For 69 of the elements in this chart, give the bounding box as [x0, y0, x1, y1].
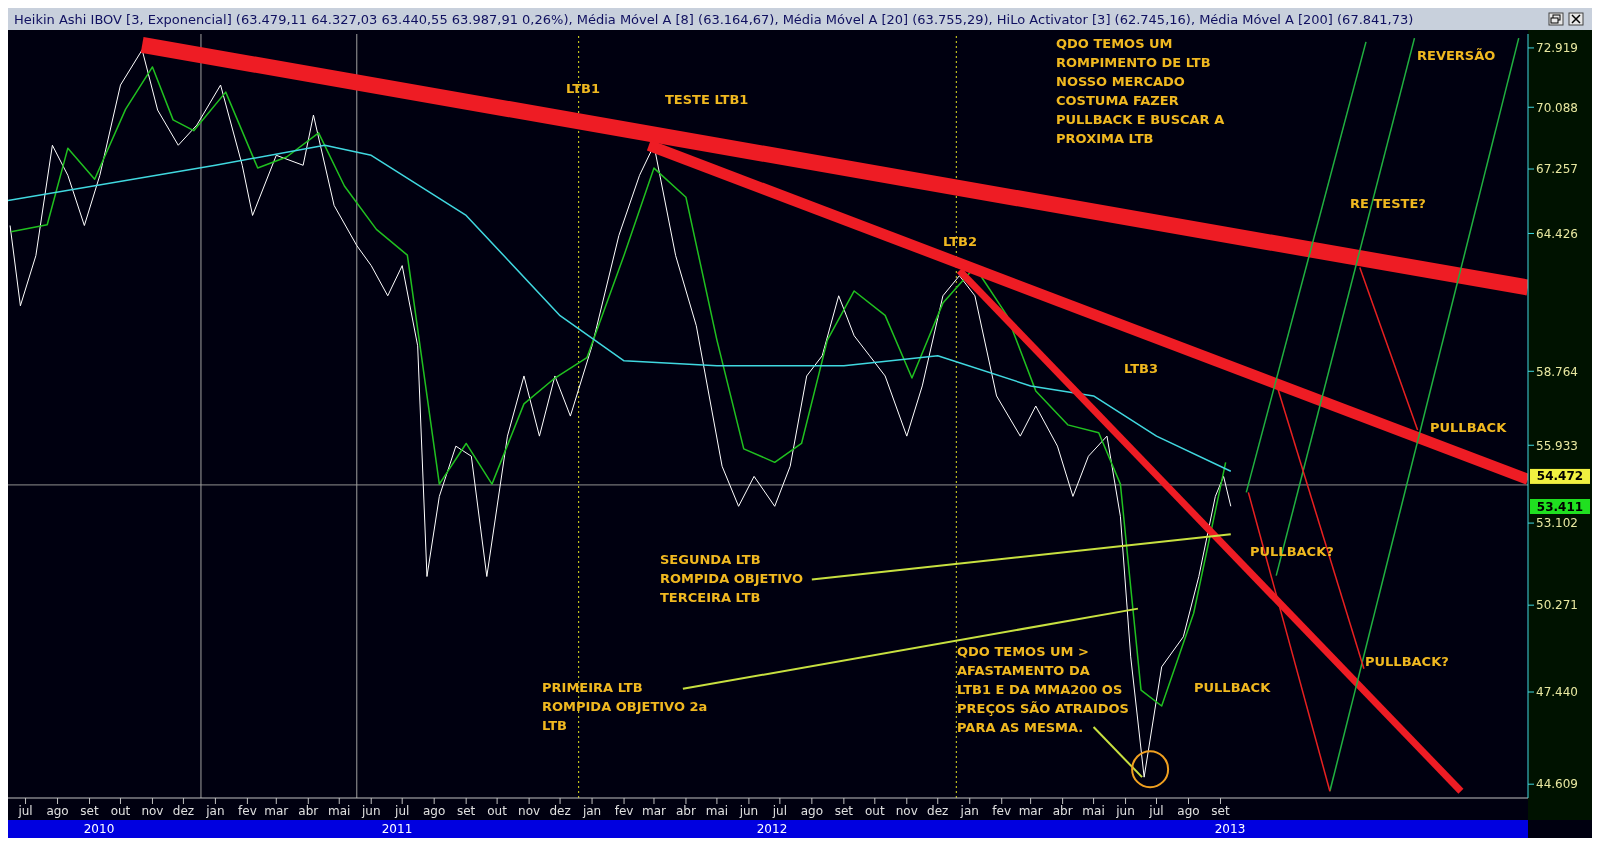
x-tick-label: jul: [771, 803, 788, 818]
x-tick-label: jun: [360, 803, 381, 818]
y-tick-label: 70.088: [1536, 100, 1578, 115]
annotation: TESTE LTB1: [665, 91, 749, 107]
x-tick-label: dez: [549, 803, 571, 818]
x-tick-label: nov: [518, 803, 541, 818]
text: 2011: [381, 822, 413, 836]
annotation: QDO TEMOS UM ROMPIMENTO DE LTB NOSSO MERCADO COSTUMA FAZER PULLBACK E BUSCAR A PROXIMA LTB: [1056, 35, 1225, 146]
x-tick-label: set: [80, 803, 99, 818]
x-tick-label: dez: [927, 803, 949, 818]
x-tick-label: abr: [298, 803, 319, 818]
x-tick-label: out: [487, 803, 508, 818]
annotation: PRIMEIRA LTB ROMPIDA OBJETIVO 2a LTB: [542, 679, 708, 733]
x-tick-label: mai: [1082, 803, 1105, 818]
chart-title: Heikin Ashi IBOV [3, Exponencial] (63.479,11 64.327,03 63.440,55 63.987,91 0,26%), Média Móvel A [8] (63.164,67), Média Móvel A [20] (63.755,29), HiLo Activator [3] (62.745,16), Média Móvel A [200] (67.841,73): [14, 11, 1414, 27]
x-tick-label: jul: [394, 803, 410, 818]
x-tick-label: mai: [328, 803, 351, 818]
annotation: LTB3: [1124, 360, 1158, 376]
x-tick-label: dez: [172, 803, 195, 818]
y-tick-label: 53.102: [1536, 516, 1578, 531]
y-tick-label: 72.919: [1536, 41, 1578, 56]
x-tick-label: jul: [17, 803, 33, 818]
x-tick-label: jan: [581, 803, 602, 818]
x-tick-label: jan: [205, 803, 225, 818]
annotation: LTB2: [943, 233, 977, 249]
annotation: RE TESTE?: [1350, 195, 1426, 211]
x-tick-label: ago: [46, 803, 69, 818]
annotation: REVERSÃO: [1417, 47, 1496, 63]
x-tick-label: set: [834, 803, 854, 818]
text: 2010: [83, 822, 115, 836]
x-tick-label: ago: [1177, 803, 1200, 818]
y-tick-label: 55.933: [1536, 438, 1578, 453]
x-tick-label: out: [110, 803, 131, 818]
annotation: SEGUNDA LTB ROMPIDA OBJETIVO TERCEIRA LTB: [660, 551, 804, 605]
y-tick-label: 44.609: [1536, 777, 1578, 792]
x-tick-label: jun: [1115, 803, 1135, 818]
x-tick-label: jul: [1148, 803, 1164, 818]
y-tick-label: 58.764: [1536, 364, 1578, 379]
x-tick-label: fev: [992, 803, 1012, 818]
x-tick-label: nov: [895, 803, 918, 818]
x-tick-label: mai: [705, 803, 729, 818]
text: 53.411: [1536, 499, 1584, 514]
x-tick-label: mar: [1018, 803, 1043, 818]
x-tick-label: nov: [141, 803, 164, 818]
x-tick-label: jan: [959, 803, 979, 818]
y-tick-label: 64.426: [1536, 226, 1578, 241]
x-tick-label: mar: [641, 803, 667, 818]
annotation: PULLBACK: [1430, 419, 1508, 435]
annotation: QDO TEMOS UM > AFASTAMENTO DA LTB1 E DA MMA200 OS PREÇOS SÃO ATRAIDOS PARA AS MESMA.: [957, 643, 1129, 735]
x-tick-label: out: [864, 803, 885, 818]
x-tick-label: set: [457, 803, 476, 818]
text: 2013: [1214, 822, 1246, 836]
x-tick-label: fev: [238, 803, 257, 818]
y-tick-label: 50.271: [1536, 598, 1578, 613]
annotation: LTB1: [566, 80, 600, 96]
x-tick-label: abr: [676, 803, 696, 818]
annotation: PULLBACK: [1194, 679, 1272, 695]
annotation: PULLBACK?: [1365, 653, 1449, 669]
x-tick-label: abr: [1052, 803, 1073, 818]
x-tick-label: jun: [738, 803, 759, 818]
x-tick-label: ago: [423, 803, 446, 818]
y-tick-label: 47.440: [1536, 685, 1578, 700]
text: 2012: [756, 822, 788, 836]
y-tick-label: 67.257: [1536, 162, 1578, 177]
x-tick-label: set: [1211, 803, 1230, 818]
x-tick-label: mar: [264, 803, 289, 818]
x-tick-label: ago: [800, 803, 824, 818]
x-tick-label: fev: [614, 803, 634, 818]
ref-line-label: 54.472: [1536, 469, 1584, 484]
